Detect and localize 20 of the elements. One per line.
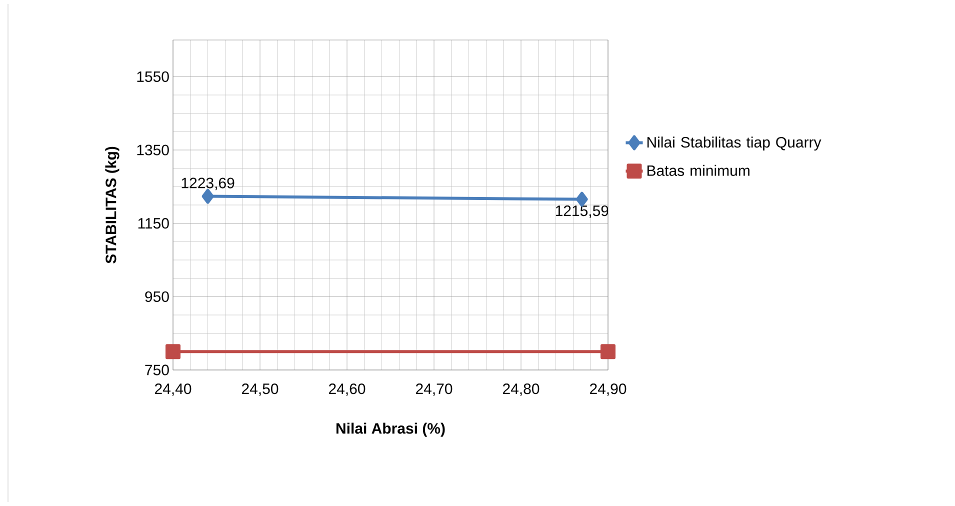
legend-label: Nilai Stabilitas tiap Quarry	[647, 136, 822, 151]
y-axis-title: STABILITAS (kg)	[105, 146, 120, 264]
point	[576, 192, 588, 207]
y-tick-label: 1150	[138, 218, 169, 229]
x-tick-label: 24,90	[590, 384, 626, 396]
y-tick-label: 950	[145, 291, 169, 302]
legend-label: Batas minimum	[647, 164, 750, 176]
x-tick-label: 24,50	[242, 384, 278, 396]
y-tick-label: 750	[145, 364, 169, 376]
data-label: 1223,69	[182, 178, 234, 190]
x-tick-label: 24,60	[328, 384, 366, 396]
point	[600, 344, 616, 360]
y-tick-label: 1350	[137, 144, 169, 156]
y-tick-label: 1550	[137, 71, 169, 82]
x-tick-label: 24,40	[154, 384, 192, 396]
point	[166, 344, 181, 360]
x-tick-label: 24,70	[416, 384, 452, 396]
x-tick-label: 24,80	[502, 384, 540, 396]
x-axis-title: Nilai Abrasi (%)	[336, 422, 445, 437]
data-label: 1215,59	[556, 205, 608, 218]
